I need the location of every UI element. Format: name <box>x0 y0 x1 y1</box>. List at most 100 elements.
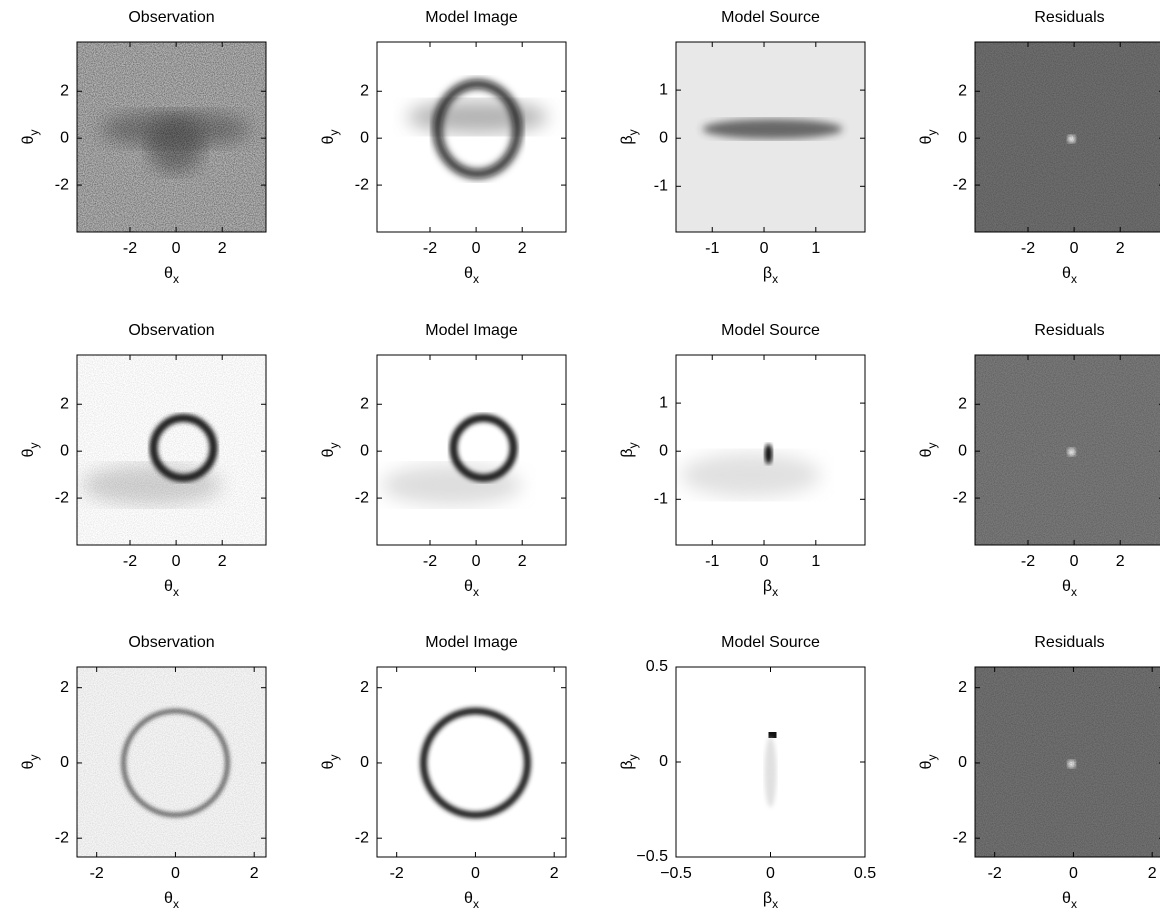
panel: Residuals-202-202θxθy <box>918 322 1160 599</box>
panel: Model Image-202-202θxθy <box>320 9 566 286</box>
y-tick-label: 0 <box>659 129 668 146</box>
panel-title: Model Image <box>425 634 518 651</box>
x-tick-label: 0 <box>766 865 775 882</box>
y-axis-symbol: β <box>619 135 636 144</box>
y-axis-label: βy <box>619 754 640 769</box>
image <box>77 667 266 857</box>
panel-title: Observation <box>128 634 214 651</box>
y-axis-label: θy <box>20 130 41 145</box>
x-tick-label: −0.5 <box>660 865 692 882</box>
x-tick-label: 0 <box>1069 865 1078 882</box>
y-tick-label: 0.5 <box>646 658 668 675</box>
y-tick-label: -2 <box>55 176 69 193</box>
image-background <box>377 667 566 857</box>
x-axis-subscript: x <box>173 585 179 599</box>
y-axis-symbol: θ <box>20 135 37 144</box>
x-axis-subscript: x <box>173 272 179 286</box>
y-tick-label: 2 <box>60 395 69 412</box>
y-axis-subscript: y <box>27 755 41 761</box>
y-tick-label: 2 <box>958 82 967 99</box>
x-axis-label: θx <box>464 578 479 599</box>
x-tick-label: 1 <box>811 240 820 257</box>
y-axis-label: θy <box>918 443 939 458</box>
x-tick-label: -2 <box>1021 553 1035 570</box>
image-feature <box>769 732 777 738</box>
image-background <box>377 355 566 545</box>
x-axis-label: θx <box>464 890 479 911</box>
y-tick-label: -1 <box>654 491 668 508</box>
image-feature <box>765 444 773 464</box>
y-axis-label: θy <box>20 443 41 458</box>
y-axis-symbol: θ <box>320 135 337 144</box>
y-tick-label: 0 <box>360 442 369 459</box>
x-tick-label: -2 <box>123 553 137 570</box>
x-axis-label: βx <box>763 578 778 599</box>
y-tick-label: 2 <box>360 679 369 696</box>
image-feature <box>703 119 843 139</box>
y-tick-label: 0 <box>958 442 967 459</box>
x-axis-subscript: x <box>772 272 778 286</box>
image-feature <box>681 453 821 497</box>
x-tick-label: 0.5 <box>854 865 876 882</box>
x-tick-label: -1 <box>705 240 719 257</box>
image <box>377 667 566 857</box>
x-tick-label: 1 <box>811 553 820 570</box>
x-axis-symbol: θ <box>1062 265 1071 282</box>
x-tick-label: 0 <box>172 553 181 570</box>
y-tick-label: 2 <box>60 679 69 696</box>
x-tick-label: 0 <box>1070 240 1079 257</box>
x-tick-label: 2 <box>550 865 559 882</box>
x-axis-symbol: β <box>763 890 772 907</box>
y-axis-label: θy <box>320 755 341 770</box>
x-axis-label: θx <box>464 265 479 286</box>
figure: Observation-202-202θxθyModel Image-202-2… <box>0 0 1160 924</box>
y-axis-label: βy <box>619 129 640 144</box>
y-axis-symbol: θ <box>320 448 337 457</box>
x-axis-symbol: θ <box>164 890 173 907</box>
image-feature <box>765 737 777 807</box>
y-axis-label: βy <box>619 442 640 457</box>
y-axis-subscript: y <box>327 443 341 449</box>
x-tick-label: 0 <box>172 240 181 257</box>
panel: Model Source-101-101βxβy <box>619 9 865 286</box>
x-tick-label: -2 <box>988 865 1002 882</box>
panel-title: Model Source <box>721 634 820 651</box>
y-tick-label: 2 <box>60 82 69 99</box>
y-tick-label: 2 <box>958 679 967 696</box>
x-axis-label: θx <box>1062 265 1077 286</box>
image <box>676 355 865 545</box>
x-tick-label: -2 <box>390 865 404 882</box>
y-tick-label: -2 <box>55 829 69 846</box>
y-axis-subscript: y <box>626 442 640 448</box>
y-tick-label: 1 <box>659 81 668 98</box>
x-axis-symbol: θ <box>1062 890 1071 907</box>
y-axis-subscript: y <box>925 130 939 136</box>
y-axis-subscript: y <box>626 754 640 760</box>
y-tick-label: 0 <box>60 442 69 459</box>
image <box>377 355 566 545</box>
y-tick-label: -2 <box>953 829 967 846</box>
y-tick-label: -2 <box>355 176 369 193</box>
y-tick-label: 2 <box>360 395 369 412</box>
y-axis-subscript: y <box>626 129 640 135</box>
y-tick-label: 0 <box>60 129 69 146</box>
x-tick-label: -2 <box>1021 240 1035 257</box>
y-axis-subscript: y <box>925 443 939 449</box>
x-axis-subscript: x <box>473 585 479 599</box>
x-tick-label: 2 <box>518 240 527 257</box>
y-tick-label: 0 <box>958 129 967 146</box>
x-tick-label: 0 <box>472 553 481 570</box>
y-tick-label: 0 <box>60 754 69 771</box>
x-axis-symbol: θ <box>1062 578 1071 595</box>
y-axis-subscript: y <box>327 755 341 761</box>
image-noise <box>975 42 1160 232</box>
x-axis-symbol: θ <box>464 265 473 282</box>
x-axis-label: θx <box>1062 578 1077 599</box>
x-axis-symbol: θ <box>164 265 173 282</box>
x-tick-label: 2 <box>218 240 227 257</box>
x-axis-subscript: x <box>1071 897 1077 911</box>
panel: Model Image-202-202θxθy <box>320 322 566 599</box>
y-tick-label: 0 <box>958 754 967 771</box>
image <box>676 42 865 232</box>
